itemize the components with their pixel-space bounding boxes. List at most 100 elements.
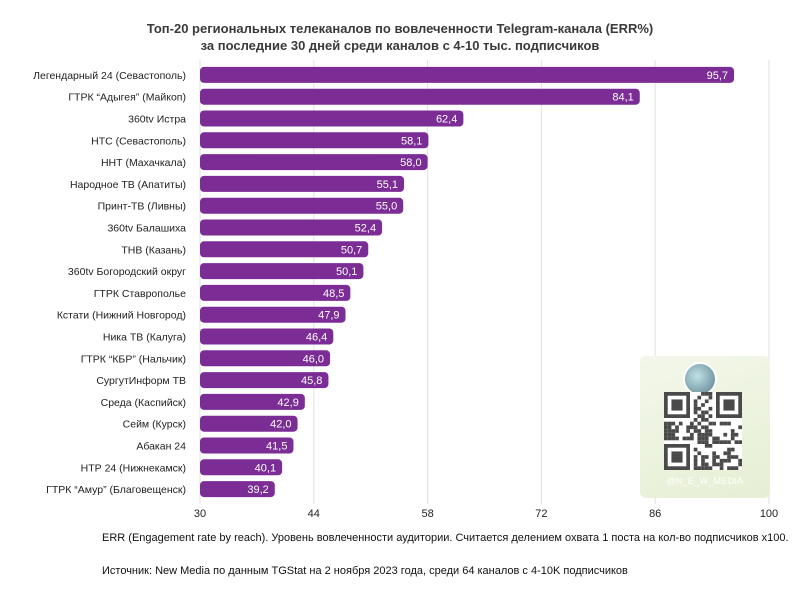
value-label: 41,5 bbox=[266, 441, 287, 453]
qr-finder-inner bbox=[723, 399, 735, 411]
value-label: 55,1 bbox=[377, 179, 398, 191]
category-label: ГТРК “КБР” (Нальчик) bbox=[81, 353, 186, 365]
qr-module bbox=[690, 432, 694, 437]
value-label: 58,1 bbox=[401, 135, 422, 147]
qr-module bbox=[704, 429, 709, 433]
qr-module bbox=[671, 429, 676, 433]
qr-module bbox=[693, 458, 698, 463]
category-label: ТНВ (Казань) bbox=[121, 244, 186, 256]
qr-module bbox=[727, 447, 731, 452]
qr-module bbox=[712, 451, 716, 456]
qr-module bbox=[693, 410, 698, 415]
qr-code[interactable] bbox=[664, 392, 742, 470]
qr-module bbox=[671, 436, 676, 441]
qr-module bbox=[730, 455, 735, 459]
qr-module bbox=[734, 432, 739, 437]
qr-module bbox=[686, 436, 690, 441]
bar bbox=[200, 88, 640, 105]
qr-module bbox=[738, 462, 742, 467]
value-label: 39,2 bbox=[247, 484, 268, 496]
qr-module bbox=[704, 425, 709, 430]
qr-module bbox=[716, 462, 720, 467]
qr-module bbox=[730, 466, 735, 470]
value-label: 42,9 bbox=[277, 397, 298, 409]
value-label: 84,1 bbox=[612, 92, 633, 104]
qr-module bbox=[697, 436, 702, 441]
qr-module bbox=[664, 429, 668, 433]
qr-module bbox=[708, 406, 713, 411]
value-label: 95,7 bbox=[707, 70, 728, 82]
qr-module bbox=[701, 455, 705, 459]
qr-module bbox=[697, 451, 702, 456]
qr-module bbox=[716, 440, 720, 444]
qr-module bbox=[734, 440, 739, 444]
category-label: Кстати (Нижний Новгород) bbox=[57, 310, 186, 322]
qr-module bbox=[693, 425, 698, 430]
qr-module bbox=[716, 436, 720, 441]
qr-module bbox=[697, 440, 702, 444]
value-label: 46,0 bbox=[303, 353, 324, 365]
category-label: Легендарный 24 (Севастополь) bbox=[33, 70, 186, 82]
category-label: Среда (Каспийск) bbox=[101, 397, 186, 409]
qr-module bbox=[701, 425, 705, 430]
qr-code-pattern bbox=[664, 392, 742, 470]
qr-module bbox=[704, 392, 709, 396]
category-label: ННТ (Махачкала) bbox=[101, 157, 186, 169]
qr-module bbox=[704, 432, 709, 437]
qr-module bbox=[701, 458, 705, 463]
telegram-handle[interactable]: @N_E_W_MEDIA bbox=[666, 476, 744, 486]
qr-module bbox=[719, 458, 724, 463]
bar-chart: 30 44 58 72 86 100 Легендарный 24 (Севастополь… bbox=[33, 60, 778, 520]
qr-module bbox=[690, 421, 694, 426]
qr-module bbox=[730, 432, 735, 437]
bar bbox=[200, 415, 298, 432]
qr-module bbox=[738, 458, 742, 463]
value-label: 58,0 bbox=[400, 157, 421, 169]
qr-module bbox=[738, 440, 742, 444]
bar bbox=[200, 459, 283, 476]
qr-module bbox=[704, 436, 709, 441]
qr-module bbox=[701, 466, 705, 470]
qr-module bbox=[697, 429, 702, 433]
category-label: СургутИнформ ТВ bbox=[96, 375, 186, 387]
bar bbox=[200, 197, 404, 214]
qr-module bbox=[686, 429, 690, 433]
qr-module bbox=[704, 440, 709, 444]
bar bbox=[200, 393, 305, 410]
qr-module bbox=[675, 425, 679, 430]
qr-module bbox=[693, 403, 698, 407]
qr-module bbox=[701, 436, 705, 441]
bar bbox=[200, 306, 346, 323]
qr-module bbox=[719, 466, 724, 470]
qr-module bbox=[723, 440, 728, 444]
qr-module bbox=[693, 462, 698, 467]
value-label: 62,4 bbox=[436, 114, 457, 126]
qr-module bbox=[708, 421, 713, 426]
qr-module bbox=[704, 418, 709, 422]
qr-module bbox=[730, 429, 735, 433]
qr-module bbox=[664, 432, 668, 437]
qr-module bbox=[723, 432, 728, 437]
qr-module bbox=[719, 421, 724, 426]
qr-module bbox=[727, 421, 731, 426]
qr-module bbox=[701, 410, 705, 415]
qr-module bbox=[712, 462, 716, 467]
qr-module bbox=[727, 455, 731, 459]
chart-title-line-1: Топ-20 региональных телеканалов по вовле… bbox=[146, 21, 654, 36]
x-tick-label: 30 bbox=[194, 508, 206, 520]
chart-title: Топ-20 региональных телеканалов по вовле… bbox=[0, 20, 800, 54]
bar bbox=[200, 263, 364, 280]
qr-module bbox=[738, 425, 742, 430]
qr-module bbox=[719, 462, 724, 467]
source-note: Источник: New Media по данным TGStat на … bbox=[102, 565, 628, 577]
x-tick-label: 86 bbox=[649, 508, 661, 520]
qr-module bbox=[675, 436, 679, 441]
qr-module bbox=[704, 444, 709, 448]
value-label: 55,0 bbox=[376, 201, 397, 213]
qr-module bbox=[712, 440, 716, 444]
qr-module bbox=[667, 436, 672, 441]
qr-module bbox=[701, 403, 705, 407]
qr-module bbox=[686, 425, 690, 430]
value-label: 50,7 bbox=[341, 244, 362, 256]
x-tick-label: 100 bbox=[760, 508, 778, 520]
